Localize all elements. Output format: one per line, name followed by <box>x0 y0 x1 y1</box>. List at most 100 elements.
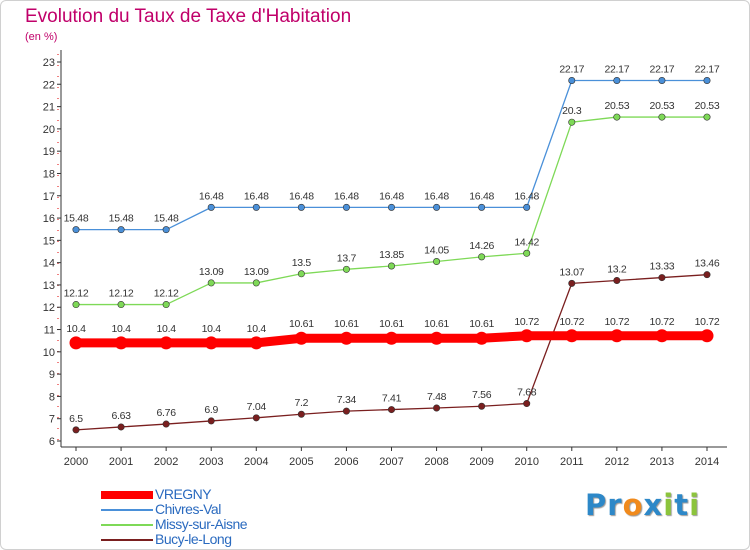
data-point <box>568 118 576 126</box>
x-tick-label: 2000 <box>64 456 88 468</box>
data-label: 7.2 <box>295 397 309 409</box>
legend-swatch <box>101 539 153 541</box>
y-tick-label: 14 <box>43 258 55 270</box>
logo-letter: t <box>674 488 690 522</box>
data-point <box>342 203 350 211</box>
data-point <box>252 414 260 422</box>
data-point <box>655 329 669 343</box>
data-label: 13.5 <box>292 257 312 269</box>
data-label: 10.61 <box>469 318 494 330</box>
data-label: 13.09 <box>199 266 224 278</box>
logo-letter: i <box>689 488 701 522</box>
logo-letter: o <box>622 488 644 522</box>
data-label: 7.56 <box>472 389 492 401</box>
data-label: 6.9 <box>204 404 218 416</box>
data-label: 10.4 <box>111 323 131 335</box>
data-label: 15.48 <box>109 213 134 225</box>
data-point <box>297 203 305 211</box>
data-point <box>159 336 173 350</box>
axes: 6 7 8 9 10 11 12 13 14 15 16 17 18 19 20 21 22 23 2000 2001… <box>43 50 727 468</box>
data-label: 13.07 <box>559 266 584 278</box>
x-tick-label: 2008 <box>424 456 448 468</box>
data-label: 10.4 <box>157 323 177 335</box>
data-label: 10.61 <box>379 318 404 330</box>
data-point <box>387 406 395 414</box>
data-label: 22.17 <box>604 64 629 76</box>
data-point <box>433 203 441 211</box>
y-tick-label: 20 <box>43 124 55 136</box>
data-point <box>207 203 215 211</box>
data-point <box>613 113 621 121</box>
y-tick-label: 22 <box>43 79 55 91</box>
data-point <box>478 402 486 410</box>
data-label: 20.53 <box>650 100 675 112</box>
data-point <box>523 249 531 257</box>
data-label: 16.48 <box>469 190 494 202</box>
data-label: 10.4 <box>247 323 267 335</box>
data-point <box>342 407 350 415</box>
logo-letter: x <box>643 488 664 522</box>
data-label: 10.61 <box>424 318 449 330</box>
x-tick-label: 2012 <box>605 456 629 468</box>
y-tick-label: 16 <box>43 213 55 225</box>
data-label: 7.34 <box>337 394 357 406</box>
data-point <box>523 400 531 408</box>
data-point <box>568 279 576 287</box>
data-label: 16.48 <box>289 190 314 202</box>
chart-title: Evolution du Taux de Taxe d'Habitation <box>25 6 352 27</box>
data-point <box>475 331 489 345</box>
data-label: 7.68 <box>517 387 537 399</box>
data-point <box>117 423 125 431</box>
data-label: 22.17 <box>559 64 584 76</box>
y-tick-label: 10 <box>43 347 55 359</box>
x-tick-label: 2005 <box>289 456 313 468</box>
data-point <box>568 77 576 85</box>
data-point <box>342 265 350 273</box>
x-tick-label: 2011 <box>560 456 584 468</box>
legend-label: Chivres-Val <box>155 501 221 517</box>
legend-swatch <box>101 509 153 511</box>
x-tick-label: 2010 <box>514 456 538 468</box>
logo-letter: i <box>663 488 675 522</box>
data-label: 10.72 <box>604 316 629 328</box>
y-tick-label: 7 <box>49 414 55 426</box>
data-label: 20.53 <box>695 100 720 112</box>
data-label: 10.72 <box>514 316 539 328</box>
data-label: 14.26 <box>469 240 494 252</box>
data-point <box>613 276 621 284</box>
data-label: 15.48 <box>154 213 179 225</box>
y-tick-label: 23 <box>43 57 55 69</box>
y-tick-label: 19 <box>43 146 55 158</box>
data-point <box>565 329 579 343</box>
data-label: 16.48 <box>424 190 449 202</box>
x-tick-label: 2002 <box>154 456 178 468</box>
y-tick-label: 18 <box>43 168 55 180</box>
y-tick-label: 8 <box>49 391 55 403</box>
data-label: 6.76 <box>157 407 177 419</box>
data-label: 10.72 <box>650 316 675 328</box>
data-point <box>433 404 441 412</box>
data-point <box>204 336 218 350</box>
data-point <box>613 77 621 85</box>
data-label: 16.48 <box>514 190 539 202</box>
data-point <box>610 329 624 343</box>
data-label: 10.72 <box>559 316 584 328</box>
data-label: 20.53 <box>604 100 629 112</box>
data-label: 7.41 <box>382 393 402 405</box>
data-point <box>69 336 83 350</box>
data-point <box>117 301 125 309</box>
data-point <box>297 410 305 418</box>
x-tick-label: 2014 <box>695 456 719 468</box>
data-point <box>252 203 260 211</box>
data-label: 12.12 <box>109 288 134 300</box>
x-tick-label: 2003 <box>199 456 223 468</box>
data-point <box>658 113 666 121</box>
data-label: 16.48 <box>244 190 269 202</box>
data-point <box>249 336 263 350</box>
data-point <box>339 331 353 345</box>
x-tick-label: 2006 <box>334 456 358 468</box>
data-labels-layer: 15.48 15.48 15.48 16.48 16.48 16.48 16.48 16.48… <box>64 64 721 425</box>
data-label: 22.17 <box>695 64 720 76</box>
